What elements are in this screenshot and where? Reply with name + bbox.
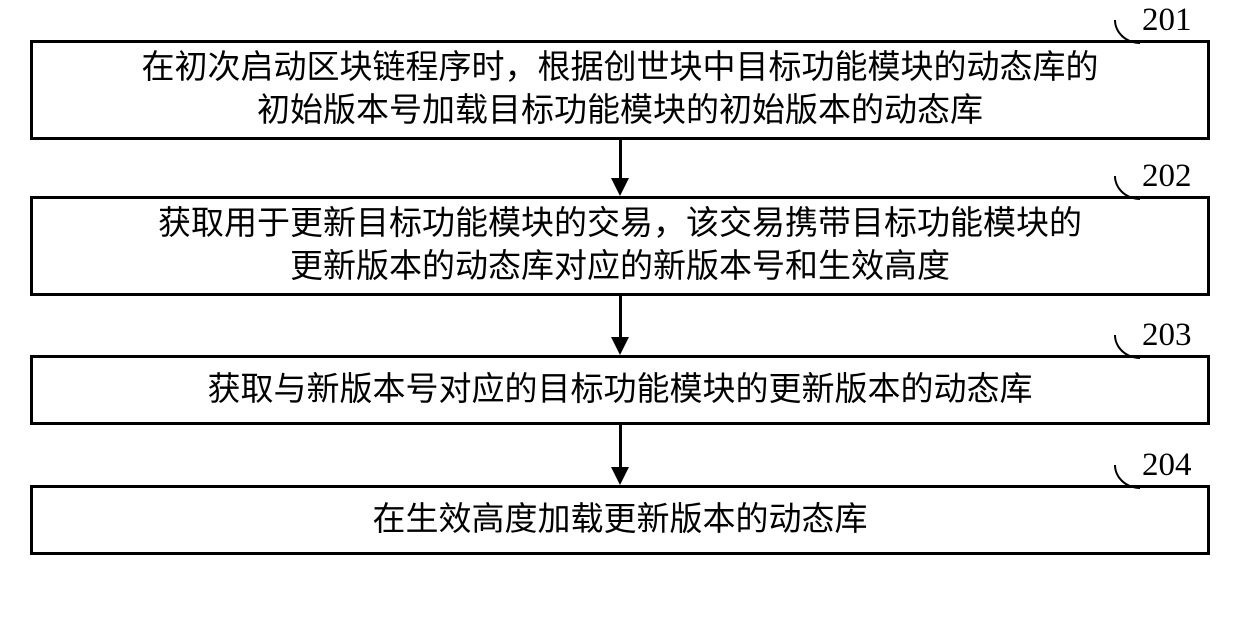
flow-node-3: 获取与新版本号对应的目标功能模块的更新版本的动态库 [30,355,1210,425]
flow-node-1-text: 在初次启动区块链程序时，根据创世块中目标功能模块的动态库的 初始版本号加载目标功… [142,47,1099,133]
flow-edge-1-line [619,140,622,178]
flow-node-1: 在初次启动区块链程序时，根据创世块中目标功能模块的动态库的 初始版本号加载目标功… [30,40,1210,140]
flow-node-2: 获取用于更新目标功能模块的交易，该交易携带目标功能模块的 更新版本的动态库对应的… [30,196,1210,296]
flow-label-3: 203 [1142,317,1192,354]
flow-label-2-text: 202 [1142,158,1192,194]
flow-node-3-text: 获取与新版本号对应的目标功能模块的更新版本的动态库 [208,369,1033,412]
flow-label-3-text: 203 [1142,317,1192,353]
flow-node-4: 在生效高度加载更新版本的动态库 [30,485,1210,555]
flow-edge-1-head [611,178,629,196]
flow-label-1-text: 201 [1142,2,1192,38]
flow-label-4: 204 [1142,447,1192,484]
flow-edge-3-line [619,425,622,467]
flow-edge-2-line [619,296,622,337]
flow-edge-2-head [611,337,629,355]
flow-label-1: 201 [1142,2,1192,39]
flow-node-4-text: 在生效高度加载更新版本的动态库 [373,499,868,542]
flow-label-2: 202 [1142,158,1192,195]
flowchart-canvas: 在初次启动区块链程序时，根据创世块中目标功能模块的动态库的 初始版本号加载目标功… [0,0,1240,638]
flow-node-2-text: 获取用于更新目标功能模块的交易，该交易携带目标功能模块的 更新版本的动态库对应的… [158,203,1082,289]
flow-edge-3-head [611,467,629,485]
flow-label-4-text: 204 [1142,447,1192,483]
